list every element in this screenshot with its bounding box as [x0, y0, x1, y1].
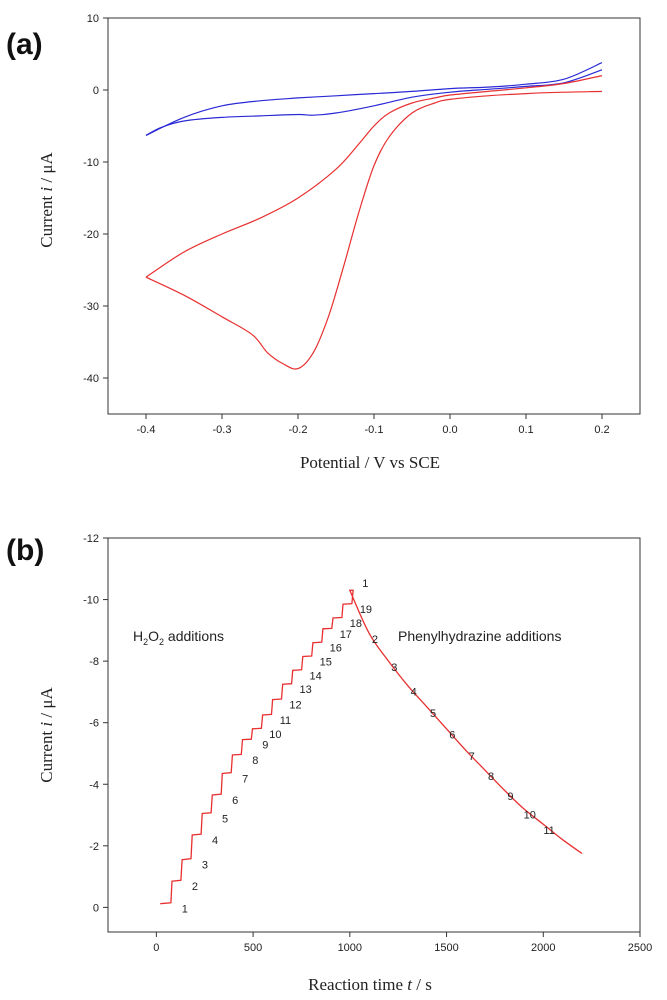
h2o2-addition-label: 16: [330, 643, 342, 655]
cv-curve-red-forward: [145, 90, 603, 370]
panel-a-series: [145, 62, 603, 370]
panel-b-y-tick-label: -4: [89, 779, 99, 791]
panel-a: (a) -0.4 -0.3 -0.2 -0.1 0.0 0.1 0.2 10 0 -10 -20 -…: [6, 13, 641, 472]
h2o2-h: H: [133, 628, 143, 644]
h2o2-addition-label: 15: [320, 657, 332, 669]
panel-a-label: (a): [6, 28, 43, 61]
panel-b-x-tick-label: 1500: [434, 942, 458, 954]
h2o2-addition-label: 14: [310, 670, 322, 682]
panel-b-x-label-a: Reaction time: [308, 975, 407, 994]
cv-curve-blue-reverse: [145, 69, 603, 136]
h2o2-addition-label: 1: [182, 904, 188, 916]
phenylhydrazine-addition-label: 1: [362, 578, 368, 590]
panel-b: (b) 0 500 1000 1500 2000 2500 0 -2 -4 -6 -8 -10 -12…: [6, 533, 652, 994]
panel-b-x-label-b: t: [407, 975, 413, 994]
h2o2-sub1: 2: [143, 637, 148, 647]
panel-a-x-tick-label: -0.3: [213, 424, 232, 436]
panel-a-y-tick-label: -30: [83, 301, 99, 313]
phenylhydrazine-addition-label: 5: [430, 708, 436, 720]
panel-b-x-tick-label: 1000: [338, 942, 362, 954]
cv-curve-red-reverse: [145, 75, 603, 278]
panel-b-label: (b): [6, 534, 44, 567]
panel-a-y-tick-label: -10: [83, 157, 99, 169]
cv-curve-blue-forward: [145, 62, 603, 136]
h2o2-addition-label: 10: [269, 729, 281, 741]
panel-b-x-tick-label: 2000: [531, 942, 555, 954]
panel-b-y-tick-label: -10: [83, 595, 99, 607]
h2o2-addition-label: 6: [232, 795, 238, 807]
panel-a-x-axis-label: Potential / V vs SCE: [300, 453, 440, 472]
panel-b-x-ticks: 0 500 1000 1500 2000 2500: [153, 932, 652, 954]
h2o2-addition-label: 17: [340, 629, 352, 641]
h2o2-o: O: [148, 628, 159, 644]
panel-a-plot-frame: [107, 17, 641, 415]
phenylhydrazine-addition-label: 10: [524, 810, 536, 822]
h2o2-addition-label: 2: [192, 881, 198, 893]
panel-a-x-tick-label: -0.4: [137, 424, 156, 436]
panel-b-y-tick-label: 0: [93, 902, 99, 914]
panel-b-y-label-c: / μA: [37, 687, 56, 722]
h2o2-addition-label: 19: [360, 604, 372, 616]
panel-a-y-tick-label: 0: [93, 85, 99, 97]
h2o2-addition-label: 7: [242, 773, 248, 785]
h2o2-addition-label: 4: [212, 835, 218, 847]
panel-a-y-label-c: / μA: [37, 152, 56, 187]
h2o2-addition-label: 8: [252, 755, 258, 767]
h2o2-addition-label: 3: [202, 860, 208, 872]
panel-a-y-axis-label: Current i / μA: [37, 152, 56, 248]
amperometric-response-curve: [160, 589, 583, 905]
phenylhydrazine-addition-label: 8: [488, 771, 494, 783]
panel-a-y-label-b: i: [37, 187, 56, 192]
phenylhydrazine-addition-label: 9: [507, 791, 513, 803]
panel-a-y-tick-label: 10: [87, 13, 99, 25]
panel-b-y-ticks: 0 -2 -4 -6 -8 -10 -12: [83, 533, 108, 914]
phenylhydrazine-addition-label: 11: [543, 825, 554, 837]
phenylhydrazine-addition-label: 3: [391, 662, 397, 674]
panel-a-x-tick-label: 0.0: [442, 424, 457, 436]
panel-a-y-tick-label: -20: [83, 229, 99, 241]
h2o2-addition-label: 12: [289, 700, 301, 712]
panel-b-x-label-c: / s: [412, 975, 432, 994]
panel-b-y-tick-label: -8: [89, 656, 99, 668]
panel-a-x-tick-label: 0.2: [594, 424, 609, 436]
panel-b-x-tick-label: 2500: [628, 942, 652, 954]
panel-b-y-label-b: i: [37, 722, 56, 727]
h2o2-addition-label: 13: [299, 684, 311, 696]
panel-a-x-ticks: -0.4 -0.3 -0.2 -0.1 0.0 0.1 0.2: [137, 414, 610, 436]
panel-b-x-tick-label: 0: [153, 942, 159, 954]
panel-a-y-label-a: Current: [37, 192, 56, 248]
h2o2-addition-label: 5: [222, 813, 228, 825]
panel-b-x-axis-label: Reaction time t / s: [308, 975, 432, 994]
panel-b-y-label-a: Current: [37, 727, 56, 783]
panel-b-step-labels: 1234567891011121314151617181912345678910…: [182, 578, 555, 916]
phenylhydrazine-addition-label: 6: [449, 730, 455, 742]
panel-a-y-tick-label: -40: [83, 373, 99, 385]
h2o2-rest: additions: [164, 628, 224, 644]
panel-b-y-tick-label: -12: [83, 533, 99, 545]
phenylhydrazine-addition-label: 4: [411, 686, 417, 698]
panel-b-x-tick-label: 500: [244, 942, 262, 954]
panel-a-x-tick-label: 0.1: [518, 424, 533, 436]
panel-b-y-tick-label: -6: [89, 718, 99, 730]
phenylhydrazine-annotation: Phenylhydrazine additions: [398, 628, 561, 644]
panel-a-y-ticks: 10 0 -10 -20 -30 -40: [83, 13, 108, 385]
phenylhydrazine-addition-label: 2: [372, 634, 378, 646]
h2o2-annotation: H2O2 additions: [133, 628, 224, 647]
h2o2-addition-label: 11: [280, 715, 291, 727]
phenylhydrazine-addition-label: 7: [469, 751, 475, 763]
panel-a-x-tick-label: -0.2: [289, 424, 308, 436]
panel-b-plot-frame: [107, 537, 641, 933]
h2o2-sub2: 2: [159, 637, 164, 647]
h2o2-addition-label: 18: [350, 618, 362, 630]
panel-b-y-axis-label: Current i / μA: [37, 687, 56, 783]
panel-b-y-tick-label: -2: [89, 841, 99, 853]
panel-b-series: [160, 589, 583, 905]
panel-a-x-tick-label: -0.1: [365, 424, 384, 436]
h2o2-addition-label: 9: [262, 740, 268, 752]
